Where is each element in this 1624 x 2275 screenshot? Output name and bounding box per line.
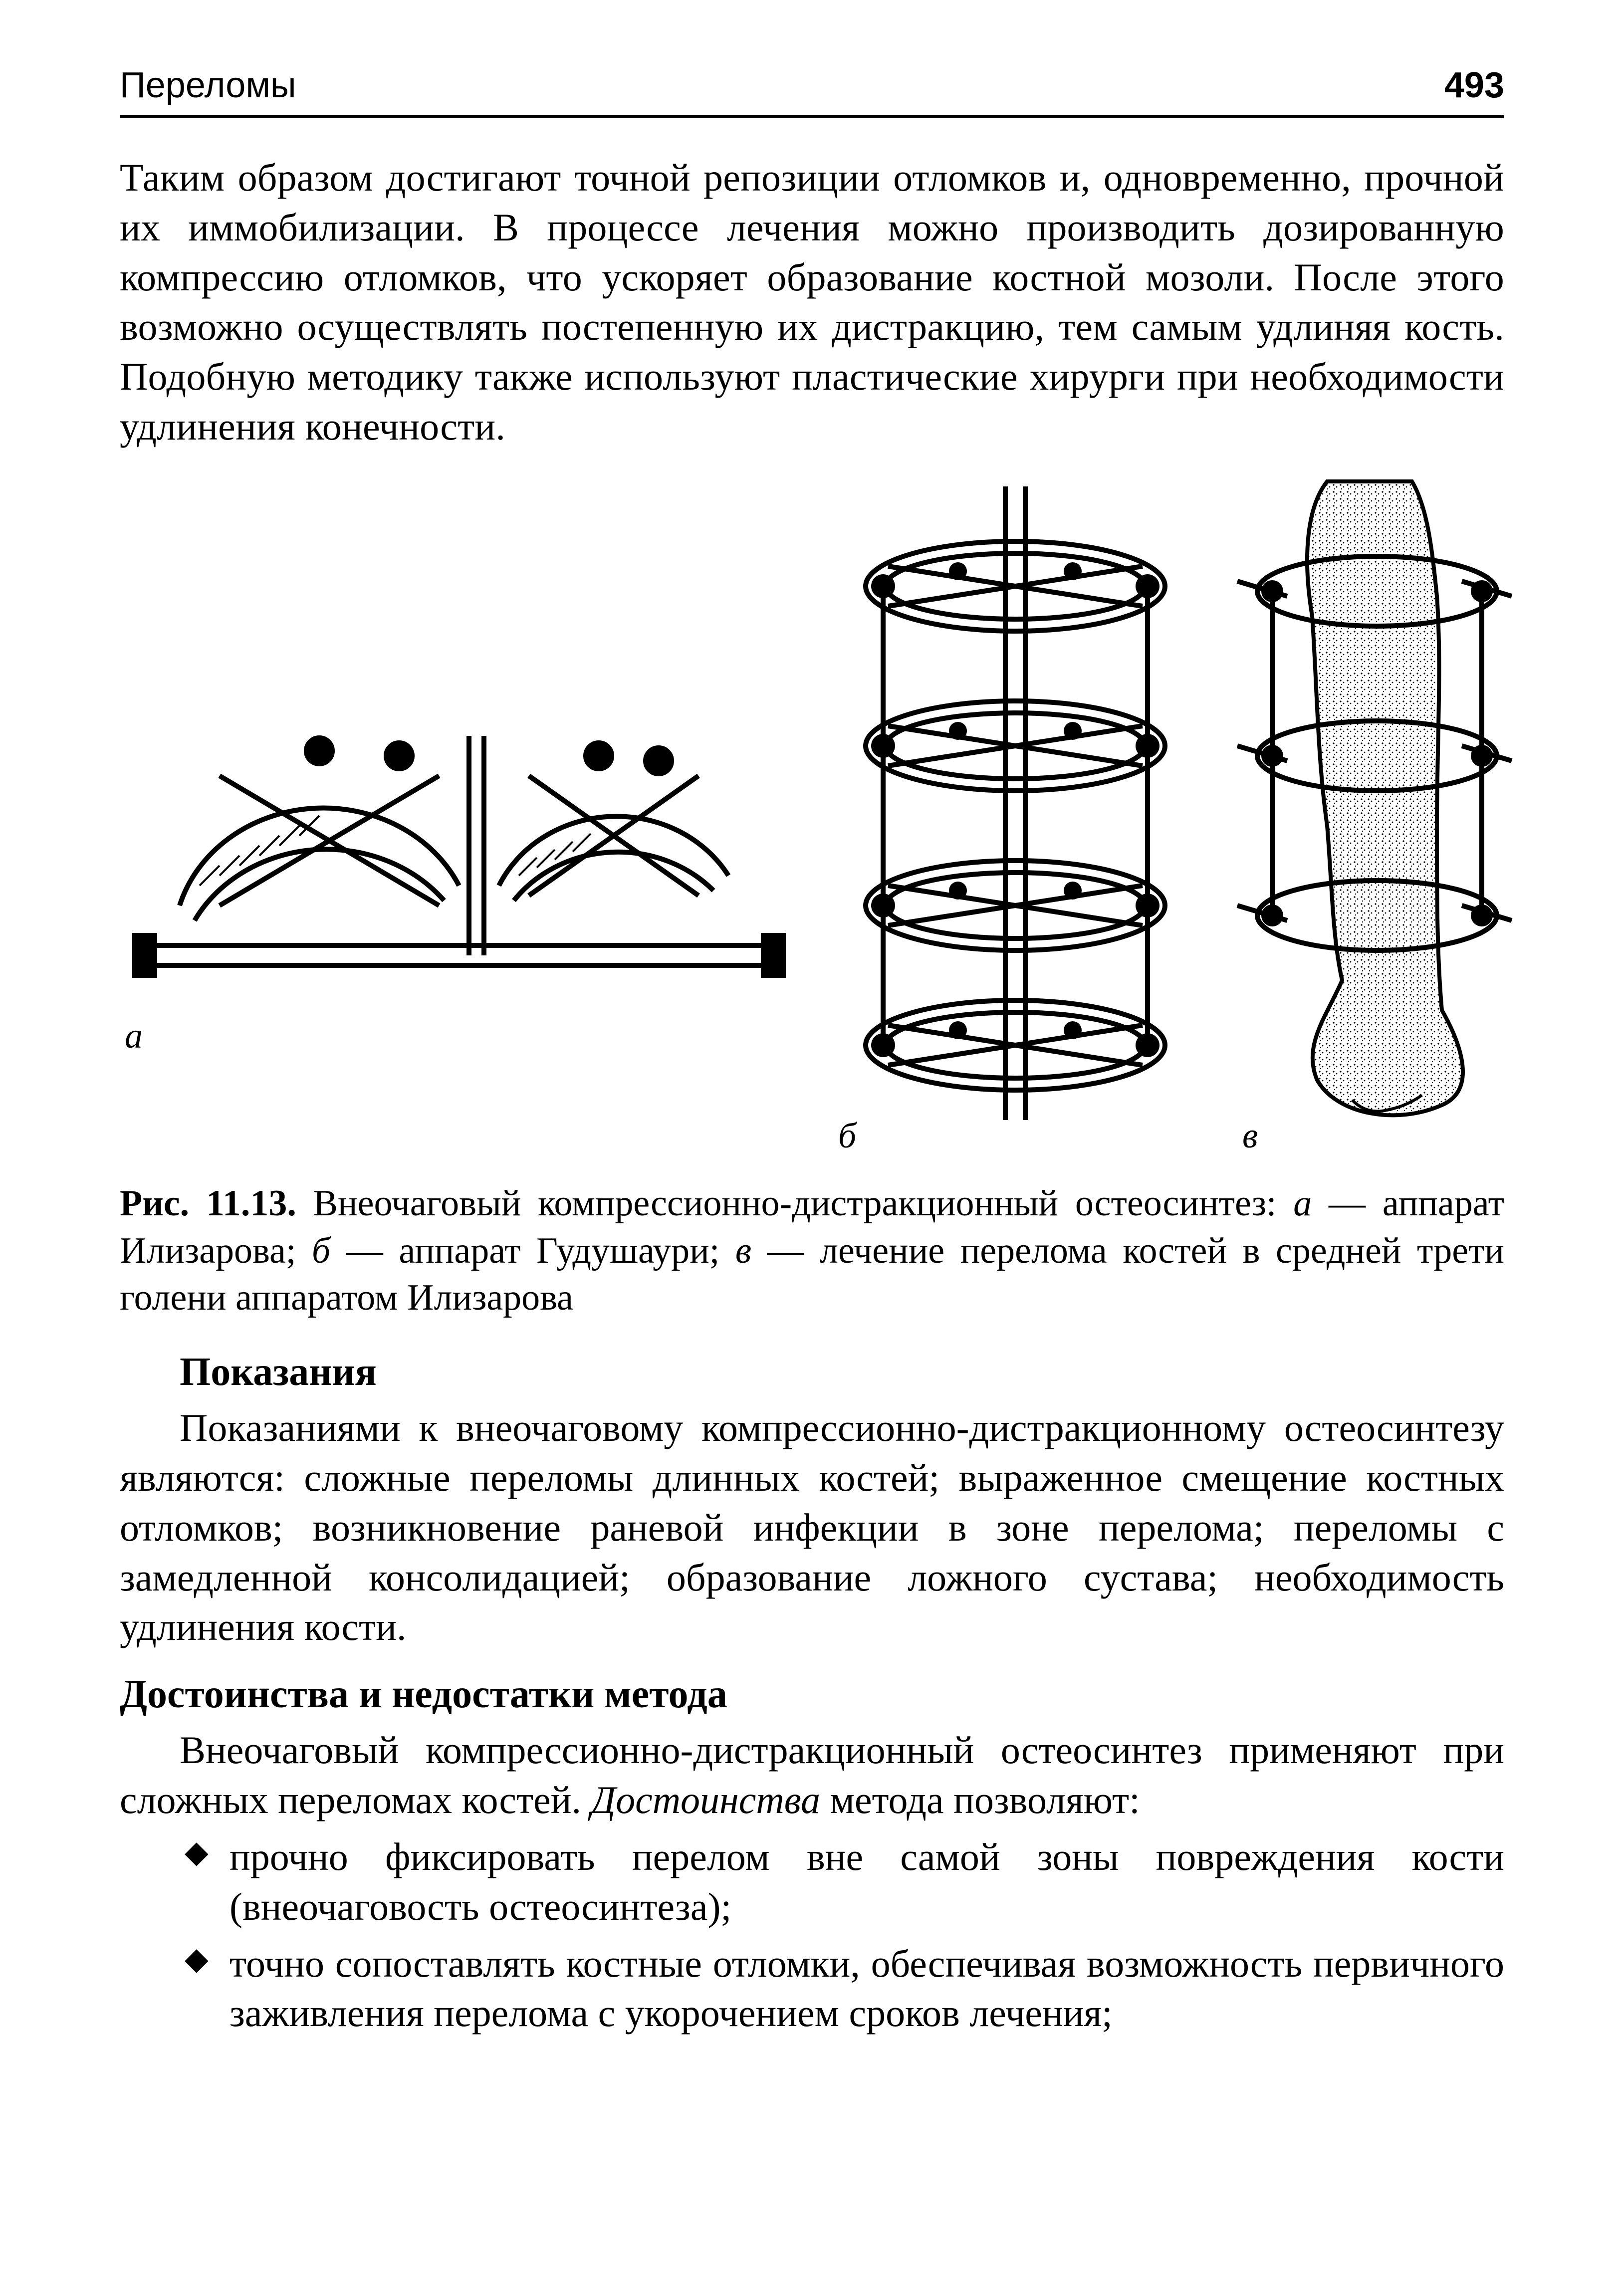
figure-panel-b: [808, 476, 1222, 1130]
page-number: 493: [1444, 65, 1504, 106]
figure-label-c: в: [1242, 1115, 1258, 1156]
figure-caption-b: б: [312, 1230, 330, 1271]
lead-paragraph: Таким образом достигают точной репозиции…: [120, 153, 1504, 452]
list-item: прочно фиксировать перелом вне самой зон…: [230, 1832, 1504, 1932]
figure-caption-lead: Рис. 11.13.: [120, 1183, 296, 1224]
figure-11-13: а б в: [120, 476, 1504, 1160]
para-indications: Показаниями к внеочаговому компрессионно…: [120, 1403, 1504, 1652]
para-proscons-em: Достоинства: [591, 1778, 820, 1821]
bullet-list: прочно фиксировать перелом вне самой зон…: [120, 1832, 1504, 2038]
figure-panel-c: [1227, 476, 1517, 1130]
figure-label-a: а: [125, 1015, 143, 1057]
figure-caption-t3: — аппарат Гудушаури;: [330, 1230, 735, 1271]
para-proscons-post: метода позволяют:: [820, 1778, 1140, 1821]
header-rule: [120, 115, 1504, 118]
running-head-title: Переломы: [120, 65, 296, 106]
figure-label-b: б: [838, 1115, 856, 1156]
para-indications-text: Показаниями к внеочаговому компрессионно…: [120, 1406, 1504, 1648]
figure-panel-a: [120, 626, 798, 1015]
heading-indications: Показания: [120, 1350, 1504, 1395]
heading-proscons: Достоинства и недостатки метода: [120, 1672, 1504, 1717]
figure-caption-t1: Внеочаговый компрессионно-дистракционный…: [296, 1183, 1293, 1224]
figure-caption: Рис. 11.13. Внеочаговый компрессионно-ди…: [120, 1180, 1504, 1322]
figure-caption-c: в: [735, 1230, 751, 1271]
figure-caption-a: а: [1293, 1183, 1312, 1224]
para-proscons: Внеочаговый компрессионно-дистракционный…: [120, 1725, 1504, 1825]
page: Переломы 493 Таким образом достигают точ…: [0, 0, 1624, 2275]
list-item: точно сопоставлять костные отломки, обес…: [230, 1939, 1504, 2039]
running-head: Переломы 493: [120, 65, 1504, 106]
